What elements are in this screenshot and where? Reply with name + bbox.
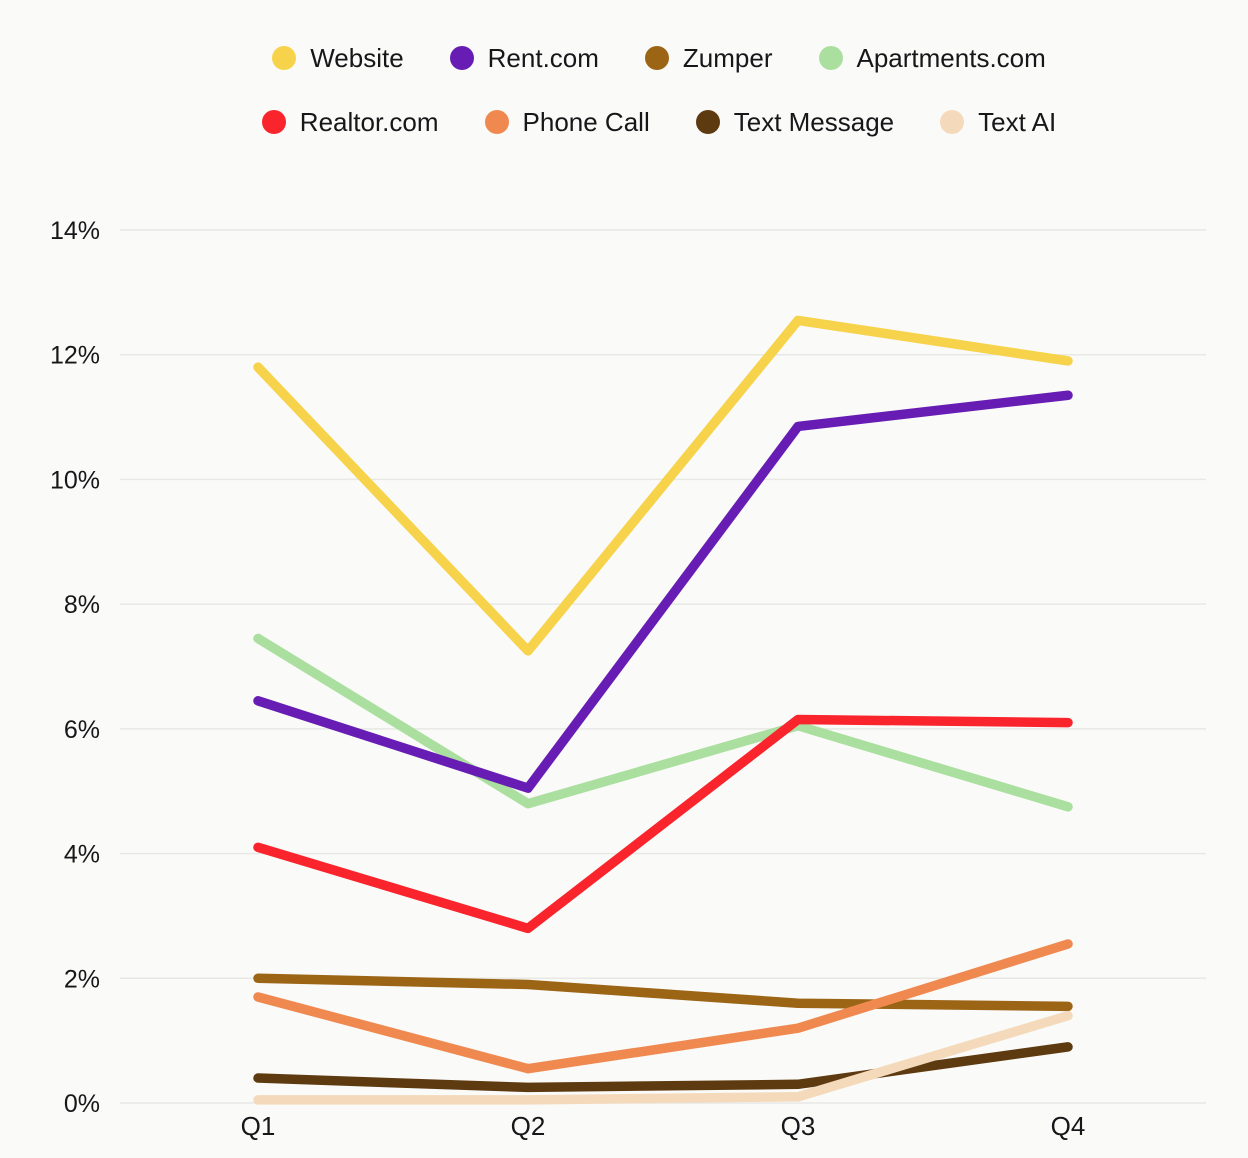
series-line-realtor-com xyxy=(253,714,1073,934)
y-axis-tick-14%: 14% xyxy=(50,217,100,245)
legend-item-website[interactable]: Website xyxy=(272,43,404,73)
x-axis-tick-q3: Q3 xyxy=(781,1111,816,1141)
y-axis-tick-12%: 12% xyxy=(50,342,100,370)
legend-item-phone-call[interactable]: Phone Call xyxy=(484,107,650,137)
apartments-com-swatch-icon xyxy=(818,46,843,70)
series-line-text-message xyxy=(253,1042,1073,1093)
phone-call-swatch-icon xyxy=(484,110,509,134)
legend-label-realtor-com: Realtor.com xyxy=(299,107,439,137)
series-line-rent-com xyxy=(253,390,1073,793)
legend-label-website: Website xyxy=(310,43,404,73)
realtor-com-swatch-icon xyxy=(261,110,286,134)
legend-label-zumper: Zumper xyxy=(682,43,773,73)
website-swatch-icon xyxy=(272,46,297,70)
y-axis-tick-4%: 4% xyxy=(64,841,100,869)
x-axis-tick-q1: Q1 xyxy=(241,1111,276,1141)
series-line-website xyxy=(253,315,1073,656)
legend-item-zumper[interactable]: Zumper xyxy=(644,43,773,73)
y-axis-tick-10%: 10% xyxy=(50,466,100,494)
legend-label-text-ai: Text AI xyxy=(978,107,1057,137)
text-ai-swatch-icon xyxy=(940,110,965,134)
legend-label-rent-com: Rent.com xyxy=(487,43,599,73)
y-axis-tick-2%: 2% xyxy=(64,965,100,993)
rent-com-swatch-icon xyxy=(449,46,474,70)
legend-item-apartments-com[interactable]: Apartments.com xyxy=(818,43,1046,73)
legend-item-rent-com[interactable]: Rent.com xyxy=(449,43,599,73)
zumper-swatch-icon xyxy=(644,46,669,70)
text-message-swatch-icon xyxy=(695,110,720,134)
series-line-phone-call xyxy=(253,939,1073,1074)
y-axis-tick-8%: 8% xyxy=(64,591,100,619)
series-line-apartments-com xyxy=(253,633,1073,812)
legend-label-apartments-com: Apartments.com xyxy=(856,43,1046,73)
y-axis-tick-6%: 6% xyxy=(64,716,100,744)
legend-row-2: Realtor.com Phone Call Text Message Text AI xyxy=(261,100,1056,144)
legend-item-text-ai[interactable]: Text AI xyxy=(940,109,1056,135)
legend-row-1: Website Rent.com Zumper Apartments.com xyxy=(272,36,1046,80)
series-line-zumper xyxy=(253,973,1073,1012)
x-axis-tick-q2: Q2 xyxy=(511,1111,546,1141)
legend-item-realtor-com[interactable]: Realtor.com xyxy=(261,107,439,137)
y-axis-tick-0%: 0% xyxy=(64,1090,100,1118)
legend-label-text-message: Text Message xyxy=(733,107,895,137)
x-axis-tick-q4: Q4 xyxy=(1051,1111,1086,1141)
legend-item-text-message[interactable]: Text Message xyxy=(695,107,895,137)
chart-legend: Website Rent.com Zumper Apartments.com Realt… xyxy=(70,36,1248,144)
series-line-text-ai xyxy=(253,1010,1073,1105)
legend-label-phone-call: Phone Call xyxy=(522,107,650,137)
